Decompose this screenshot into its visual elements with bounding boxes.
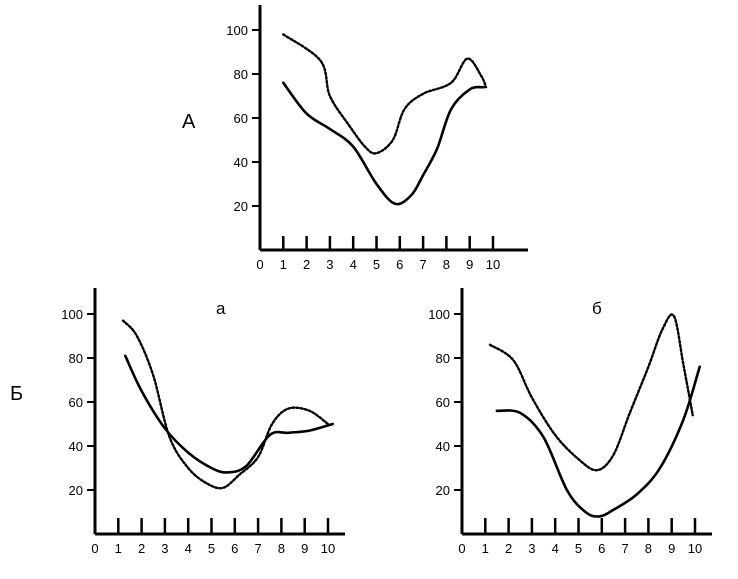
- chart-top-x-tick-label: 3: [326, 257, 333, 272]
- chart-top-x-tick-label: 2: [303, 257, 310, 272]
- chart-bottom-left-x-tick-label: 10: [321, 541, 335, 556]
- chart-bottom-left-x-tick-label: 0: [91, 541, 98, 556]
- chart-top-y-tick-label: 20: [234, 199, 248, 214]
- chart-bottom-right-x-tick-label: 10: [688, 541, 702, 556]
- chart-bottom-right-series-solid-line: [495, 365, 701, 518]
- chart-bottom-left-y-tick-label: 80: [69, 351, 83, 366]
- chart-bottom-left-x-tick-label: 4: [185, 541, 192, 556]
- chart-top-x-tick-label: 9: [466, 257, 473, 272]
- chart-top-y-tick-label: 60: [234, 111, 248, 126]
- chart-bottom-right-x-tick-label: 3: [528, 541, 535, 556]
- chart-bottom-left-y-tick-label: 20: [69, 483, 83, 498]
- chart-bottom-left-x-tick-label: 7: [254, 541, 261, 556]
- chart-bottom-right-y-tick-label: 100: [428, 307, 450, 322]
- chart-bottom-left-x-tick-label: 9: [301, 541, 308, 556]
- chart-bottom-left: а 0 1 2 3 4 5 6 7 8 9 10 20 40 60 80 100: [61, 288, 345, 556]
- chart-top-y-tick-label: 40: [234, 155, 248, 170]
- chart-top-x-tick-label: 5: [373, 257, 380, 272]
- chart-top-x-tick-label: 0: [256, 257, 263, 272]
- chart-bottom-right-x-tick-label: 5: [575, 541, 582, 556]
- chart-bottom-left-x-tick-label: 1: [115, 541, 122, 556]
- chart-bottom-left-x-tick-label: 5: [208, 541, 215, 556]
- chart-bottom-right-y-tick-label: 80: [436, 351, 450, 366]
- chart-bottom-right-panel-label: б: [592, 299, 602, 318]
- chart-top-x-tick-label: 7: [419, 257, 426, 272]
- chart-bottom-right-x-tick-label: 0: [458, 541, 465, 556]
- chart-top-y-tick-label: 100: [226, 23, 248, 38]
- panel-label-top: А: [182, 111, 196, 133]
- chart-bottom-right-x-tick-label: 8: [645, 541, 652, 556]
- chart-bottom-left-x-tick-label: 8: [278, 541, 285, 556]
- chart-top-series-solid-line: [282, 81, 485, 206]
- chart-top-x-tick-label: 8: [443, 257, 450, 272]
- chart-bottom-right-x-tick-label: 9: [668, 541, 675, 556]
- chart-top-x-tick-label: 4: [350, 257, 357, 272]
- chart-top-x-tick-label: 1: [280, 257, 287, 272]
- chart-bottom-right-series-dotted-line: [488, 313, 694, 472]
- chart-bottom-left-y-tick-label: 60: [69, 395, 83, 410]
- chart-bottom-right-x-tick-label: 6: [598, 541, 605, 556]
- chart-bottom-right-x-tick-label: 7: [621, 541, 628, 556]
- chart-bottom-left-series-dotted-line: [121, 319, 330, 490]
- chart-bottom-right-x-tick-label: 2: [505, 541, 512, 556]
- chart-top-series-dotted-line: [282, 33, 488, 155]
- chart-bottom-left-y-tick-label: 100: [61, 307, 83, 322]
- chart-top-x-tick-label: 6: [396, 257, 403, 272]
- chart-bottom-right: б 0 1 2 3 4 5 6 7 8 9 10 20 40 60 80 100: [428, 288, 712, 556]
- chart-bottom-left-x-tick-label: 2: [138, 541, 145, 556]
- chart-bottom-right-x-tick-label: 1: [482, 541, 489, 556]
- chart-bottom-right-y-tick-label: 60: [436, 395, 450, 410]
- chart-bottom-left-x-tick-label: 6: [231, 541, 238, 556]
- chart-bottom-left-panel-label: а: [216, 299, 226, 318]
- chart-bottom-right-y-tick-label: 20: [436, 483, 450, 498]
- chart-bottom-right-y-tick-label: 40: [436, 439, 450, 454]
- chart-bottom-left-series-solid-line: [124, 354, 334, 474]
- chart-bottom-right-x-tick-label: 4: [552, 541, 559, 556]
- chart-top-y-tick-label: 80: [234, 67, 248, 82]
- chart-top-x-tick-label: 10: [486, 257, 500, 272]
- panel-label-bottom-group: Б: [10, 383, 23, 405]
- chart-bottom-left-y-tick-label: 40: [69, 439, 83, 454]
- chart-bottom-left-x-tick-label: 3: [161, 541, 168, 556]
